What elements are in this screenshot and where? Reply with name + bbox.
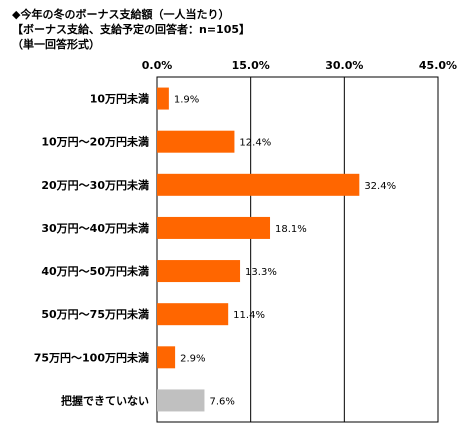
value-label-7: 7.6% (209, 396, 234, 407)
x-tick-label-2: 30.0% (325, 59, 363, 72)
x-tick-label-0: 0.0% (142, 59, 173, 72)
bar-5 (157, 303, 229, 326)
value-label-6: 2.9% (180, 353, 205, 364)
bar-0 (157, 87, 169, 110)
plot-frame (156, 76, 439, 423)
category-label-1: 10万円～20万円未満 (41, 135, 149, 149)
value-label-4: 13.3% (245, 267, 277, 278)
value-label-0: 1.9% (174, 95, 199, 106)
bar-1 (157, 130, 235, 153)
bar-6 (157, 346, 176, 369)
chart-title-block: ◆今年の冬のボーナス支給額（一人当たり） 【ボーナス支給、支給予定の回答者：n=… (12, 8, 250, 53)
category-label-7: 把握できていない (61, 393, 149, 407)
x-tick-label-3: 45.0% (419, 59, 457, 72)
value-label-1: 12.4% (239, 138, 271, 149)
value-label-3: 18.1% (275, 224, 307, 235)
bar-2 (157, 173, 360, 196)
category-label-4: 40万円～50万円未満 (41, 264, 149, 278)
category-label-0: 10万円未満 (90, 92, 149, 106)
x-tick-label-1: 15.0% (232, 59, 270, 72)
category-label-3: 30万円～40万円未満 (41, 221, 149, 235)
bar-7 (157, 389, 205, 412)
chart-subtitle-format: （単一回答形式） (12, 38, 100, 51)
bar-3 (157, 216, 271, 239)
value-label-2: 32.4% (364, 181, 396, 192)
category-label-2: 20万円～30万円未満 (41, 178, 149, 192)
chart-title: ◆今年の冬のボーナス支給額（一人当たり） (12, 8, 230, 21)
chart-subtitle-sample: 【ボーナス支給、支給予定の回答者：n=105】 (12, 23, 251, 36)
bar-4 (157, 260, 241, 283)
category-label-6: 75万円～100万円未満 (34, 350, 149, 364)
category-label-5: 50万円～75万円未満 (41, 307, 149, 321)
value-label-5: 11.4% (233, 310, 265, 321)
